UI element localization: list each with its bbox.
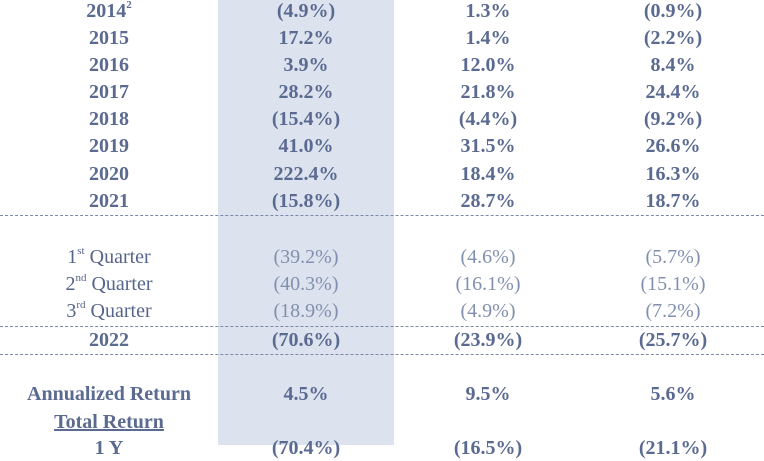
section-divider — [0, 215, 764, 216]
year-text: 2021 — [89, 190, 129, 212]
year-row: 2020 222.4% 18.4% 16.3% — [0, 161, 764, 187]
year-text: 2020 — [89, 163, 129, 185]
quarter-label: 2nd Quarter — [0, 271, 218, 297]
value-col-2: 12.0% — [460, 54, 516, 76]
annualized-return-row: Annualized Return 4.5% 9.5% 5.6% — [0, 381, 764, 407]
ordinal-suffix: nd — [75, 272, 87, 285]
year-text: 2018 — [89, 108, 129, 130]
quarter-value-2: (4.6%) — [460, 246, 516, 268]
quarter-row: 1st Quarter (39.2%) (4.6%) (5.7%) — [0, 244, 764, 270]
quarter-word: Quarter — [90, 300, 152, 322]
year-row: 2015 17.2% 1.4% (2.2%) — [0, 25, 764, 51]
quarter-number: 2 — [65, 273, 76, 295]
value-col-1: 222.4% — [273, 163, 339, 185]
value-col-3: (2.2%) — [643, 27, 703, 49]
year-label: 2015 — [0, 25, 218, 51]
quarter-value-3: (15.1%) — [640, 273, 706, 295]
value-col-2: 28.7% — [460, 190, 516, 212]
quarter-value-2: (4.9%) — [460, 300, 516, 322]
quarter-number: 1 — [67, 246, 78, 268]
year-text: 2016 — [89, 54, 129, 76]
ytd-bottom-divider — [0, 354, 764, 355]
year-text: 2017 — [89, 81, 129, 103]
year-label: 2018 — [0, 106, 218, 132]
quarter-value-1: (40.3%) — [273, 273, 339, 295]
ytd-value-1: (70.6%) — [271, 329, 341, 351]
quarter-label: 1st Quarter — [0, 244, 218, 270]
ytd-value-3: (25.7%) — [638, 329, 708, 351]
value-col-3: (9.2%) — [643, 108, 703, 130]
year-text: 2019 — [89, 135, 129, 157]
ytd-year: 2022 — [89, 329, 129, 351]
value-col-2: 1.4% — [465, 27, 511, 49]
partial-row: 1 Y (70.4%) (16.5%) (21.1%) — [0, 435, 764, 461]
ordinal-suffix: rd — [76, 299, 86, 312]
quarter-number: 3 — [66, 300, 77, 322]
annualized-value-3: 5.6% — [650, 383, 696, 405]
value-col-3: 18.7% — [645, 190, 701, 212]
value-col-3: 26.6% — [645, 135, 701, 157]
value-col-2: (4.4%) — [458, 108, 518, 130]
value-col-3: 24.4% — [645, 81, 701, 103]
year-label: 20142 — [0, 0, 218, 24]
value-col-1: (15.8%) — [271, 190, 341, 212]
quarter-value-1: (18.9%) — [273, 300, 339, 322]
total-return-heading-row: Total Return — [0, 409, 764, 435]
quarter-row: 3rd Quarter (18.9%) (4.9%) (7.2%) — [0, 298, 764, 324]
year-row: 2017 28.2% 21.8% 24.4% — [0, 79, 764, 105]
year-row: 2021 (15.8%) 28.7% 18.7% — [0, 188, 764, 214]
quarter-word: Quarter — [91, 273, 153, 295]
value-col-3: (0.9%) — [643, 0, 703, 22]
quarter-label: 3rd Quarter — [0, 298, 218, 324]
value-col-2: 1.3% — [465, 0, 511, 22]
quarter-value-2: (16.1%) — [455, 273, 521, 295]
quarter-value-3: (7.2%) — [645, 300, 701, 322]
value-col-1: 28.2% — [278, 81, 334, 103]
highlighted-column-band — [218, 0, 394, 445]
year-text: 2015 — [89, 27, 129, 49]
value-col-2: 31.5% — [460, 135, 516, 157]
ytd-top-divider — [0, 326, 764, 327]
annualized-value-1: 4.5% — [283, 383, 329, 405]
ordinal-suffix: st — [77, 245, 85, 258]
year-row: 2019 41.0% 31.5% 26.6% — [0, 133, 764, 159]
year-row: 2018 (15.4%) (4.4%) (9.2%) — [0, 106, 764, 132]
value-col-1: 17.2% — [278, 27, 334, 49]
value-col-3: 8.4% — [650, 54, 696, 76]
total-return-heading: Total Return — [54, 411, 164, 433]
year-row: 20142 (4.9%) 1.3% (0.9%) — [0, 0, 764, 24]
partial-value-3: (21.1%) — [638, 437, 708, 459]
footnote-marker: 2 — [126, 0, 132, 12]
annualized-value-2: 9.5% — [465, 383, 511, 405]
quarter-row: 2nd Quarter (40.3%) (16.1%) (15.1%) — [0, 271, 764, 297]
year-row: 2016 3.9% 12.0% 8.4% — [0, 52, 764, 78]
partial-value-2: (16.5%) — [453, 437, 523, 459]
quarter-value-3: (5.7%) — [645, 246, 701, 268]
annualized-return-label: Annualized Return — [27, 383, 191, 405]
year-label: 2021 — [0, 188, 218, 214]
value-col-2: 18.4% — [460, 163, 516, 185]
ytd-row: 2022 (70.6%) (23.9%) (25.7%) — [0, 327, 764, 353]
quarter-value-1: (39.2%) — [273, 246, 339, 268]
year-label: 2019 — [0, 133, 218, 159]
value-col-2: 21.8% — [460, 81, 516, 103]
value-col-1: (15.4%) — [271, 108, 341, 130]
value-col-1: 41.0% — [278, 135, 334, 157]
year-text: 2014 — [86, 0, 127, 22]
value-col-1: 3.9% — [283, 54, 329, 76]
value-col-3: 16.3% — [645, 163, 701, 185]
year-label: 2017 — [0, 79, 218, 105]
value-col-1: (4.9%) — [276, 0, 336, 22]
year-label: 2020 — [0, 161, 218, 187]
partial-row-label: 1 Y — [94, 437, 124, 459]
ytd-value-2: (23.9%) — [453, 329, 523, 351]
quarter-word: Quarter — [89, 246, 151, 268]
partial-value-1: (70.4%) — [271, 437, 341, 459]
year-label: 2016 — [0, 52, 218, 78]
